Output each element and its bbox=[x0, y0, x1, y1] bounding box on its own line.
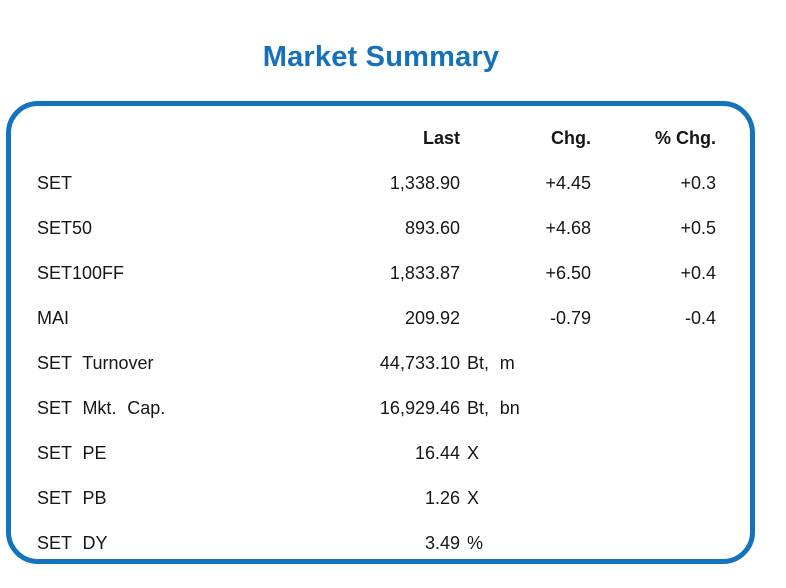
last-unit: X bbox=[467, 443, 480, 463]
header-last: Last bbox=[422, 128, 460, 148]
table-row: SET 1,338.90 +4.45 +0.3 bbox=[37, 161, 718, 206]
table-row: SET Turnover 44,733.10 Bt, m bbox=[37, 341, 718, 386]
table-body: SET 1,338.90 +4.45 +0.3 SET50 893.60 +4.… bbox=[37, 161, 718, 566]
pct-chg-value: +0.4 bbox=[680, 263, 716, 283]
last-value: 16.44 bbox=[414, 443, 460, 463]
last-value: 16,929.46 bbox=[379, 398, 460, 418]
last-unit: Bt, m bbox=[467, 353, 515, 373]
last-unit: % bbox=[467, 533, 484, 553]
last-value: 209.92 bbox=[404, 308, 460, 328]
last-value: 1,338.90 bbox=[389, 173, 460, 193]
header-chg: Chg. bbox=[551, 128, 591, 148]
market-summary-table: Last Chg. % Chg. SET 1,338.90 +4.45 +0.3… bbox=[11, 106, 750, 566]
chg-value: +4.45 bbox=[545, 173, 591, 193]
last-value: 1,833.87 bbox=[389, 263, 460, 283]
pct-chg-value: +0.5 bbox=[680, 218, 716, 238]
table-row: MAI 209.92 -0.79 -0.4 bbox=[37, 296, 718, 341]
row-label: SET DY bbox=[37, 533, 108, 553]
row-label: SET100FF bbox=[37, 263, 125, 283]
table-row: SET PE 16.44 X bbox=[37, 431, 718, 476]
last-value: 44,733.10 bbox=[379, 353, 460, 373]
row-label: SET50 bbox=[37, 218, 93, 238]
header-pct-chg: % Chg. bbox=[655, 128, 716, 148]
table-header-row: Last Chg. % Chg. bbox=[37, 116, 718, 161]
row-label: SET PE bbox=[37, 443, 107, 463]
page-title: Market Summary bbox=[262, 41, 500, 73]
pct-chg-value: -0.4 bbox=[684, 308, 716, 328]
market-summary-card: Last Chg. % Chg. SET 1,338.90 +4.45 +0.3… bbox=[6, 101, 755, 564]
last-value: 3.49 bbox=[424, 533, 460, 553]
table-row: SET Mkt. Cap. 16,929.46 Bt, bn bbox=[37, 386, 718, 431]
table-row: SET DY 3.49 % bbox=[37, 521, 718, 566]
chg-value: -0.79 bbox=[549, 308, 591, 328]
chg-value: +4.68 bbox=[545, 218, 591, 238]
row-label: SET PB bbox=[37, 488, 107, 508]
pct-chg-value: +0.3 bbox=[680, 173, 716, 193]
last-unit: X bbox=[467, 488, 480, 508]
row-label: MAI bbox=[37, 308, 70, 328]
last-value: 1.26 bbox=[424, 488, 460, 508]
table-row: SET PB 1.26 X bbox=[37, 476, 718, 521]
row-label: SET bbox=[37, 173, 73, 193]
table-row: SET100FF 1,833.87 +6.50 +0.4 bbox=[37, 251, 718, 296]
row-label: SET Turnover bbox=[37, 353, 154, 373]
chg-value: +6.50 bbox=[545, 263, 591, 283]
row-label: SET Mkt. Cap. bbox=[37, 398, 166, 418]
last-value: 893.60 bbox=[404, 218, 460, 238]
last-unit: Bt, bn bbox=[467, 398, 520, 418]
table-row: SET50 893.60 +4.68 +0.5 bbox=[37, 206, 718, 251]
